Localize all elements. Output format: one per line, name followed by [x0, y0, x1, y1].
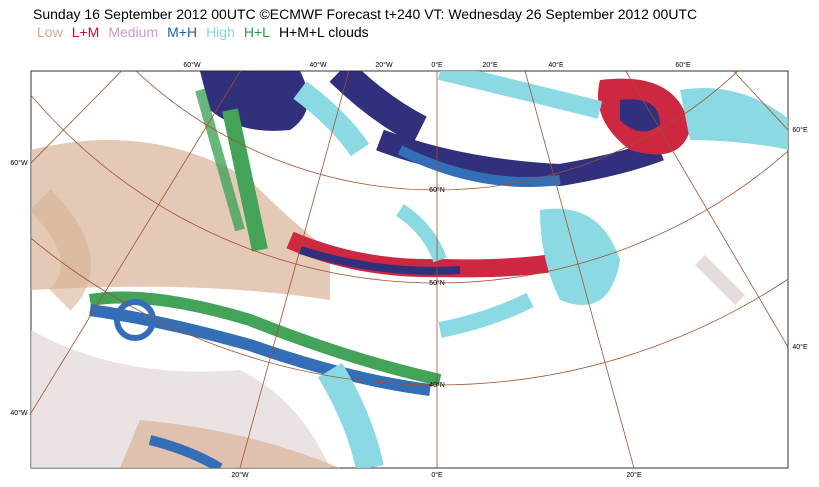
legend-item: L+M — [72, 24, 100, 40]
graticule-label: 60°W — [183, 61, 201, 69]
graticule-label: 0°E — [431, 61, 443, 69]
legend-item: H+M+L clouds — [279, 24, 369, 40]
legend-item: H+L — [244, 24, 270, 40]
graticule-label: 20°W — [231, 471, 249, 479]
graticule-label: 40°N — [429, 381, 445, 389]
graticule-label: 20°W — [375, 61, 393, 69]
graticule — [31, 71, 788, 468]
graticule-label: 40°E — [548, 61, 564, 69]
graticule-label: 60°W — [10, 159, 28, 167]
graticule-labels: 60°W 40°W 20°W 0°E 20°E 40°E 60°E 60°W 40°W 60°E 4… — [10, 61, 808, 479]
graticule-label: 60°E — [792, 126, 808, 134]
legend-item: M+H — [167, 24, 197, 40]
graticule-label: 20°E — [626, 471, 642, 479]
graticule-label: 60°N — [429, 186, 445, 194]
graticule-label: 50°N — [429, 279, 445, 287]
graticule-label: 0°E — [431, 471, 443, 479]
graticule-label: 60°E — [675, 61, 691, 69]
legend: Low L+M Medium M+H High H+L H+M+L clouds — [37, 24, 369, 40]
graticule-label: 40°W — [309, 61, 327, 69]
legend-item: High — [206, 24, 235, 40]
title: Sunday 16 September 2012 00UTC ©ECMWF Fo… — [33, 6, 697, 22]
graticule-label: 40°E — [792, 343, 808, 351]
legend-item: Medium — [108, 24, 158, 40]
graticule-label: 20°E — [482, 61, 498, 69]
legend-item: Low — [37, 24, 64, 40]
graticule-label: 40°W — [10, 409, 28, 417]
cloud-field — [31, 71, 788, 468]
